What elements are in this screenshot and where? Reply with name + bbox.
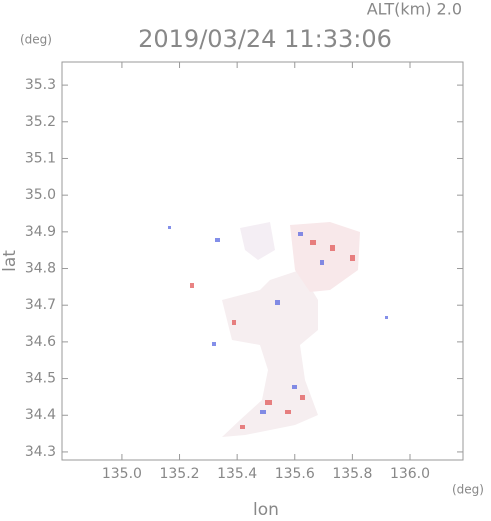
- x-axis-label: lon: [253, 500, 279, 520]
- x-tick-label: 135.8: [332, 466, 372, 482]
- y-tick-label: 34.5: [25, 371, 56, 387]
- x-tick-label: 136.0: [390, 466, 430, 482]
- y-tick-label: 35.0: [25, 187, 56, 203]
- x-tick-label: 135.6: [275, 466, 315, 482]
- x-unit: (deg): [452, 483, 484, 497]
- y-tick-label: 34.8: [25, 261, 56, 277]
- y-tick-label: 34.6: [25, 334, 56, 350]
- echo-region: [168, 222, 388, 437]
- y-tick-label: 35.1: [25, 150, 56, 166]
- chart-title: 2019/03/24 11:33:06: [138, 25, 392, 53]
- altitude-label: ALT(km) 2.0: [367, 0, 462, 19]
- y-tick-label: 34.4: [25, 407, 56, 423]
- plot-frame: [61, 61, 464, 461]
- y-tick-label: 34.3: [25, 444, 56, 460]
- y-unit: (deg): [20, 33, 52, 47]
- y-tick-label: 35.2: [25, 114, 56, 130]
- x-tick-label: 135.0: [102, 466, 142, 482]
- x-tick-label: 135.2: [159, 466, 199, 482]
- y-tick-label: 35.3: [25, 77, 56, 93]
- x-tick-label: 135.4: [217, 466, 257, 482]
- y-tick-label: 34.9: [25, 224, 56, 240]
- y-axis-label: lat: [0, 250, 20, 272]
- y-tick-label: 34.7: [25, 297, 56, 313]
